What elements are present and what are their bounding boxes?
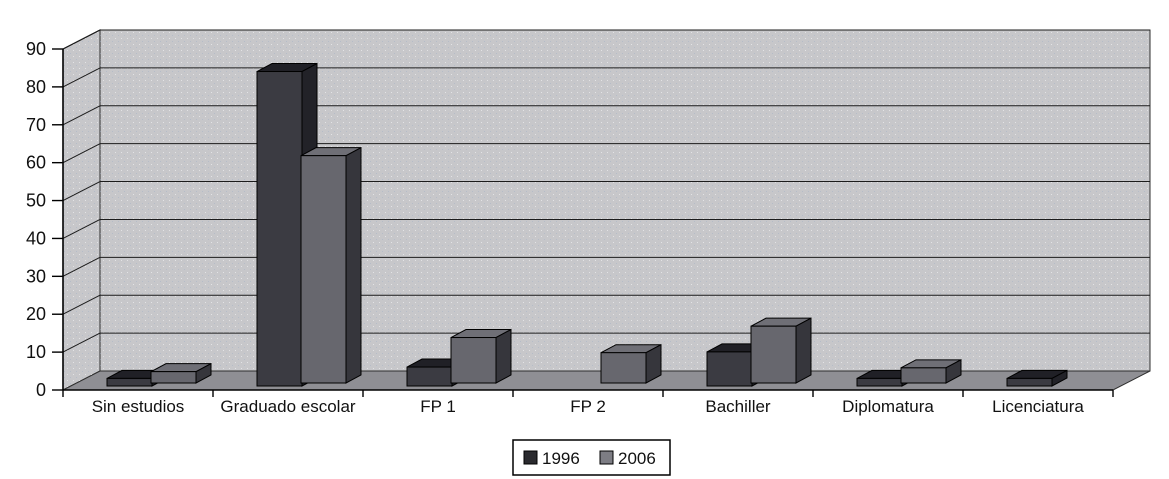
- y-tick-label-90: 90: [26, 39, 46, 59]
- bar-front-face: [450, 337, 497, 384]
- category-label-graduado-escolar: Graduado escolar: [220, 397, 355, 416]
- bar-front-face: [856, 377, 903, 387]
- bar-front-face: [750, 325, 797, 384]
- bar-front-face: [1006, 377, 1053, 387]
- gridline-wall-20: [62, 294, 101, 315]
- bar-front-face: [706, 351, 753, 387]
- gridline-wall-80: [62, 67, 101, 88]
- gridline-wall-60: [62, 143, 101, 164]
- legend-swatch-2006: [599, 450, 614, 465]
- y-tick-label-40: 40: [26, 228, 46, 248]
- y-tick-label-80: 80: [26, 77, 46, 97]
- bar-side-face: [795, 317, 812, 384]
- y-tick-label-70: 70: [26, 115, 46, 135]
- gridline-wall-70: [62, 105, 101, 126]
- gridline-wall-40: [62, 218, 101, 239]
- category-label-sin-estudios: Sin estudios: [92, 397, 185, 416]
- y-tick-label-30: 30: [26, 266, 46, 286]
- bar-front-face: [300, 155, 347, 384]
- bar-2006-graduado-escolar: [300, 146, 362, 384]
- bar-1996-licenciatura: [1006, 369, 1068, 387]
- bar-front-face: [406, 366, 453, 387]
- y-tick-label-60: 60: [26, 153, 46, 173]
- y-tick-label-20: 20: [26, 304, 46, 324]
- y-tick-label-10: 10: [26, 342, 46, 362]
- bar-front-face: [150, 371, 197, 384]
- bar-side-face: [495, 328, 512, 384]
- legend-swatch-1996: [523, 450, 538, 465]
- category-label-diplomatura: Diplomatura: [842, 397, 934, 416]
- y-tick-label-0: 0: [36, 380, 46, 400]
- bar-side-face: [345, 146, 362, 384]
- bar-front-face: [900, 367, 947, 384]
- legend-label-1996: 1996: [542, 449, 580, 468]
- gridline-wall-30: [62, 256, 101, 277]
- category-label-fp-1: FP 1: [420, 397, 456, 416]
- bar-2006-bachiller: [750, 317, 812, 384]
- category-label-fp-2: FP 2: [570, 397, 606, 416]
- gridline-wall-90: [62, 29, 101, 50]
- gridline-wall-50: [62, 181, 101, 202]
- bar-2006-diplomatura: [900, 359, 962, 384]
- bar-front-face: [106, 377, 153, 387]
- y-tick-label-50: 50: [26, 191, 46, 211]
- bar-2006-sin-estudios: [150, 362, 212, 384]
- category-label-licenciatura: Licenciatura: [992, 397, 1084, 416]
- legend-box: [512, 439, 671, 476]
- bar-2006-fp-2: [600, 343, 662, 384]
- category-label-bachiller: Bachiller: [705, 397, 771, 416]
- bar-front-face: [256, 71, 303, 387]
- legend-label-2006: 2006: [618, 449, 656, 468]
- bar-2006-fp-1: [450, 328, 512, 384]
- gridline-wall-10: [62, 332, 101, 353]
- bar-front-face: [600, 352, 647, 384]
